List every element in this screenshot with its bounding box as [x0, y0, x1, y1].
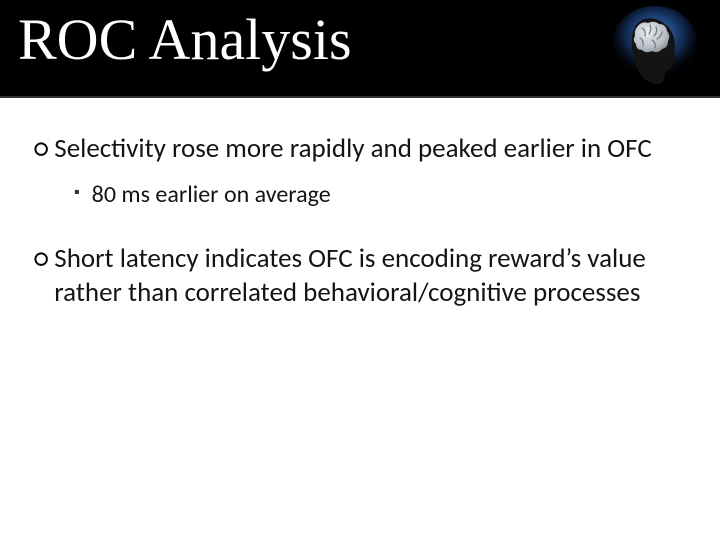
slide-title: ROC Analysis — [18, 6, 352, 73]
hollow-circle-icon: ○ — [34, 242, 48, 275]
sub-bullet-item: ▪ 80 ms earlier on average — [74, 180, 686, 210]
bullet-text: Short latency indicates OFC is encoding … — [54, 242, 686, 310]
slide: ROC Analysis — [0, 0, 720, 540]
bullet-item: ○ Short latency indicates OFC is encodin… — [34, 242, 686, 310]
bullet-item: ○ Selectivity rose more rapidly and peak… — [34, 132, 686, 166]
bullet-text: Selectivity rose more rapidly and peaked… — [54, 132, 651, 166]
square-bullet-icon: ▪ — [74, 180, 80, 206]
hollow-circle-icon: ○ — [34, 132, 48, 165]
sub-bullet-text: 80 ms earlier on average — [92, 180, 331, 210]
header-bar: ROC Analysis — [0, 0, 720, 98]
content-area: ○ Selectivity rose more rapidly and peak… — [0, 98, 720, 309]
brain-head-icon — [612, 6, 698, 88]
